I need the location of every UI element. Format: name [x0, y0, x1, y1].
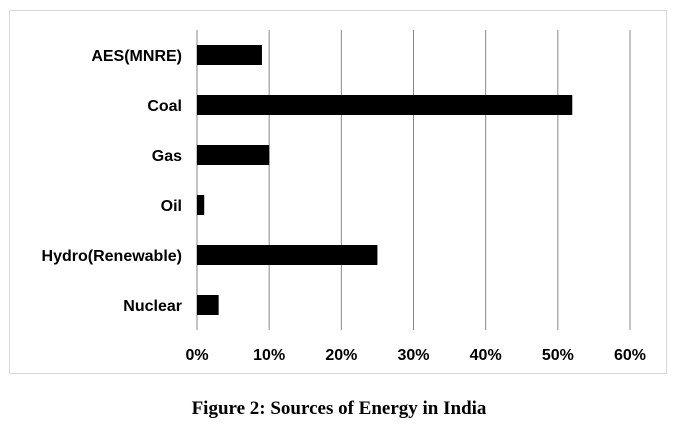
- bar: [197, 95, 573, 115]
- category-label: Nuclear: [123, 298, 182, 315]
- x-tick-label: 0%: [185, 347, 208, 364]
- x-tick-label: 50%: [542, 347, 574, 364]
- x-tick-label: 40%: [470, 347, 502, 364]
- category-label: Hydro(Renewable): [42, 248, 182, 265]
- bar: [197, 245, 378, 265]
- x-tick-label: 60%: [614, 347, 646, 364]
- x-tick-label: 30%: [397, 347, 429, 364]
- x-tick-label: 20%: [325, 347, 357, 364]
- bar: [197, 145, 270, 165]
- bar-chart: 0% 10% 20% 30% 40% 50% 60% AES(MNRE) Coal Gas Oil H…: [42, 30, 646, 364]
- category-label: AES(MNRE): [91, 48, 182, 65]
- bar: [197, 45, 262, 65]
- category-label: Gas: [152, 148, 182, 165]
- x-tick-label: 10%: [253, 347, 285, 364]
- category-label: Coal: [147, 98, 182, 115]
- bar: [197, 195, 205, 215]
- category-label: Oil: [161, 198, 182, 215]
- figure-caption: Figure 2: Sources of Energy in India: [191, 398, 487, 419]
- bar: [197, 295, 219, 315]
